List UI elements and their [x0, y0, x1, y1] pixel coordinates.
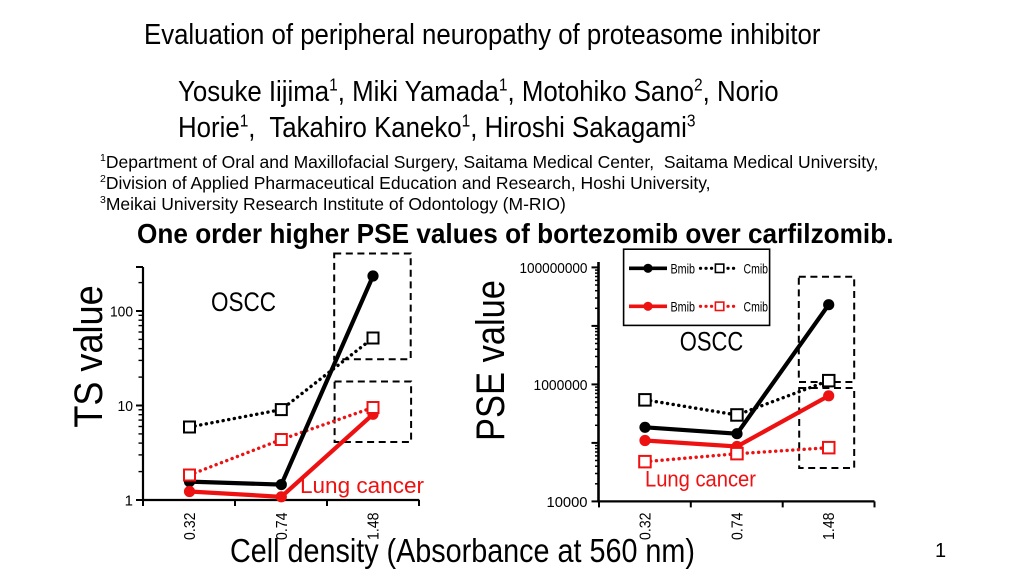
svg-text:Bmib: Bmib: [671, 298, 696, 314]
svg-text:Lung cancer: Lung cancer: [645, 467, 756, 492]
svg-text:Cmib: Cmib: [744, 260, 769, 276]
svg-text:0.74: 0.74: [730, 512, 747, 540]
svg-text:1.48: 1.48: [821, 513, 838, 541]
svg-text:10000: 10000: [547, 494, 588, 511]
svg-text:10: 10: [118, 398, 134, 415]
svg-text:Lung cancer: Lung cancer: [300, 473, 424, 498]
svg-text:PSE value: PSE value: [468, 280, 513, 441]
svg-text:0.32: 0.32: [638, 513, 655, 541]
svg-text:1: 1: [125, 493, 133, 510]
svg-text:100000000: 100000000: [520, 260, 588, 277]
svg-text:1000000: 1000000: [534, 377, 588, 394]
svg-text:1.48: 1.48: [366, 513, 383, 541]
svg-text:Bmib: Bmib: [671, 260, 696, 276]
svg-text:OSCC: OSCC: [211, 287, 276, 317]
svg-text:Cmib: Cmib: [744, 298, 769, 314]
svg-text:0.74: 0.74: [274, 512, 291, 540]
svg-text:100: 100: [110, 304, 133, 321]
svg-text:OSCC: OSCC: [680, 327, 744, 357]
svg-text:0.32: 0.32: [182, 513, 199, 541]
svg-text:TS value: TS value: [67, 285, 111, 427]
